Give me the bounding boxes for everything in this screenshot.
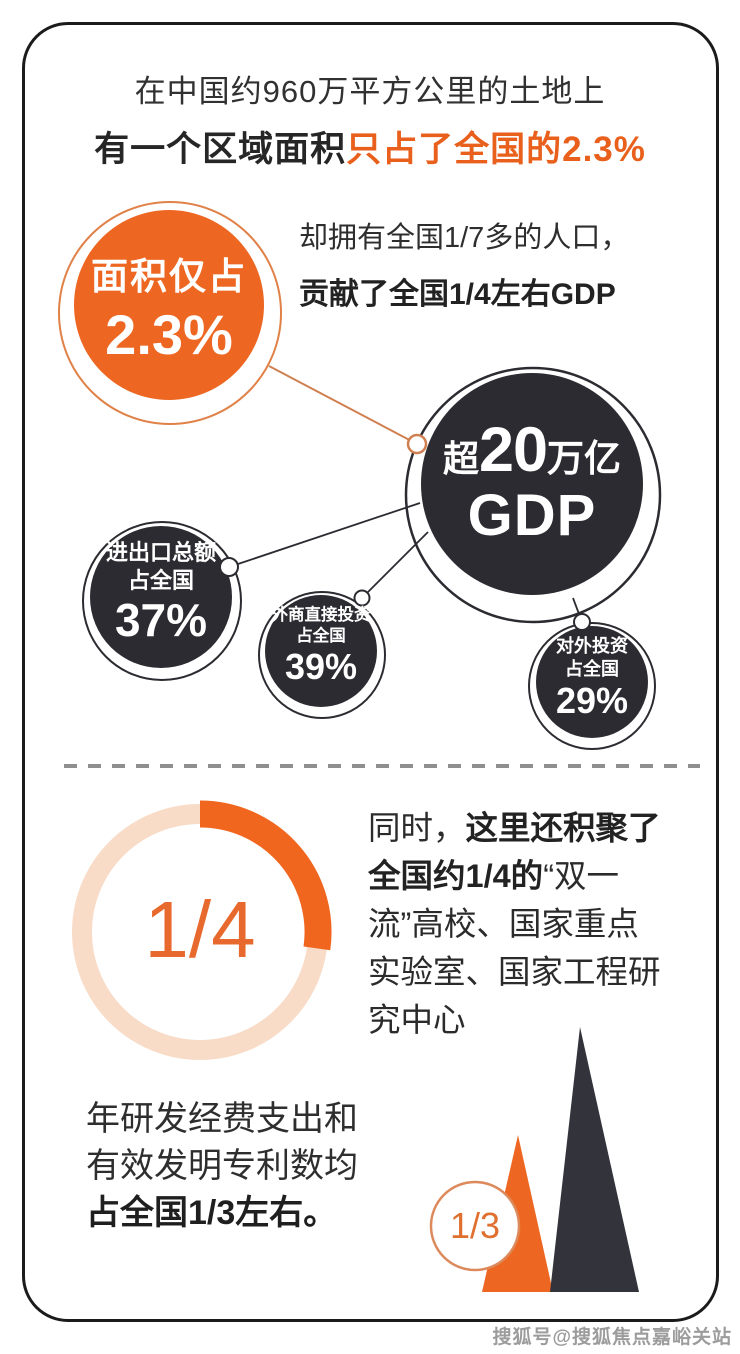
intro-line1: 却拥有全国1/7多的人口， xyxy=(299,222,630,254)
education-line3: 流”高校、国家重点 xyxy=(368,906,639,942)
gdp-prefix: 超 xyxy=(442,438,479,479)
research-line3: 占全国1/3左右。 xyxy=(86,1190,426,1237)
odi-circle-text: 对外投资 占全国 29% xyxy=(517,635,667,721)
gdp-number: 20 xyxy=(478,415,548,485)
education-line1-normal: 同时， xyxy=(368,810,466,846)
research-line2: 有效发明专利数均 xyxy=(86,1147,358,1185)
odi-line2: 占全国 xyxy=(565,659,619,679)
education-line2-bold: 全国约1/4的 xyxy=(368,858,544,894)
third-badge-value: 1/3 xyxy=(449,1205,501,1246)
fdi-line2: 占全国 xyxy=(296,627,346,645)
fdi-value: 39% xyxy=(284,646,358,687)
area-circle-label: 面积仅占 xyxy=(91,256,247,297)
header-line2-highlight: 只占了全国的2.3% xyxy=(346,130,646,169)
area-circle-text: 面积仅占 2.3% xyxy=(69,246,269,367)
trade-value: 37% xyxy=(114,594,208,646)
education-line4: 实验室、国家工程研 xyxy=(368,954,661,990)
fdi-circle-text: 外商直接投资 占全国 39% xyxy=(246,605,396,687)
header-line2-prefix: 有一个区域面积 xyxy=(94,130,347,169)
education-line5: 究中心 xyxy=(368,1002,466,1038)
research-paragraph: 年研发经费支出和 有效发明专利数均 占全国1/3左右。 xyxy=(86,1096,426,1237)
intro-text: 却拥有全国1/7多的人口， 贡献了全国1/4左右GDP xyxy=(299,214,699,313)
education-line2-normal: “双一 xyxy=(543,858,620,894)
header-line2: 有一个区域面积只占了全国的2.3% xyxy=(23,121,717,172)
gdp-amount: 超20万亿 xyxy=(407,414,657,486)
research-line1: 年研发经费支出和 xyxy=(86,1100,358,1138)
quarter-value: 1/4 xyxy=(144,885,256,974)
card-frame xyxy=(22,22,719,1322)
odi-value: 29% xyxy=(555,680,629,721)
trade-line1: 进出口总额 xyxy=(105,540,216,565)
gdp-label: GDP xyxy=(467,483,597,548)
area-circle-value: 2.3% xyxy=(105,303,233,366)
trade-line2: 占全国 xyxy=(127,568,194,593)
intro-line2: 贡献了全国1/4左右GDP xyxy=(299,278,616,311)
watermark: 搜狐号@搜狐焦点嘉峪关站 xyxy=(492,1327,732,1348)
odi-line1: 对外投资 xyxy=(556,636,628,656)
education-line1: 同时，这里还积聚了 xyxy=(368,804,708,852)
fdi-line1: 外商直接投资 xyxy=(271,606,371,624)
research-line3-bold: 占全国1/3左右。 xyxy=(86,1194,338,1232)
gdp-unit: 万亿 xyxy=(547,438,622,479)
education-line1-bold: 这里还积聚了 xyxy=(465,810,661,846)
trade-circle-text: 进出口总额 占全国 37% xyxy=(86,539,236,645)
education-line2: 全国约1/4的“双一 xyxy=(368,852,708,900)
education-paragraph: 同时，这里还积聚了 全国约1/4的“双一 流”高校、国家重点 实验室、国家工程研… xyxy=(368,804,708,1044)
header: 在中国约960万平方公里的土地上 有一个区域面积只占了全国的2.3% xyxy=(23,66,717,172)
gdp-circle-text: 超20万亿 GDP xyxy=(407,414,657,549)
header-line1: 在中国约960万平方公里的土地上 xyxy=(134,74,606,109)
